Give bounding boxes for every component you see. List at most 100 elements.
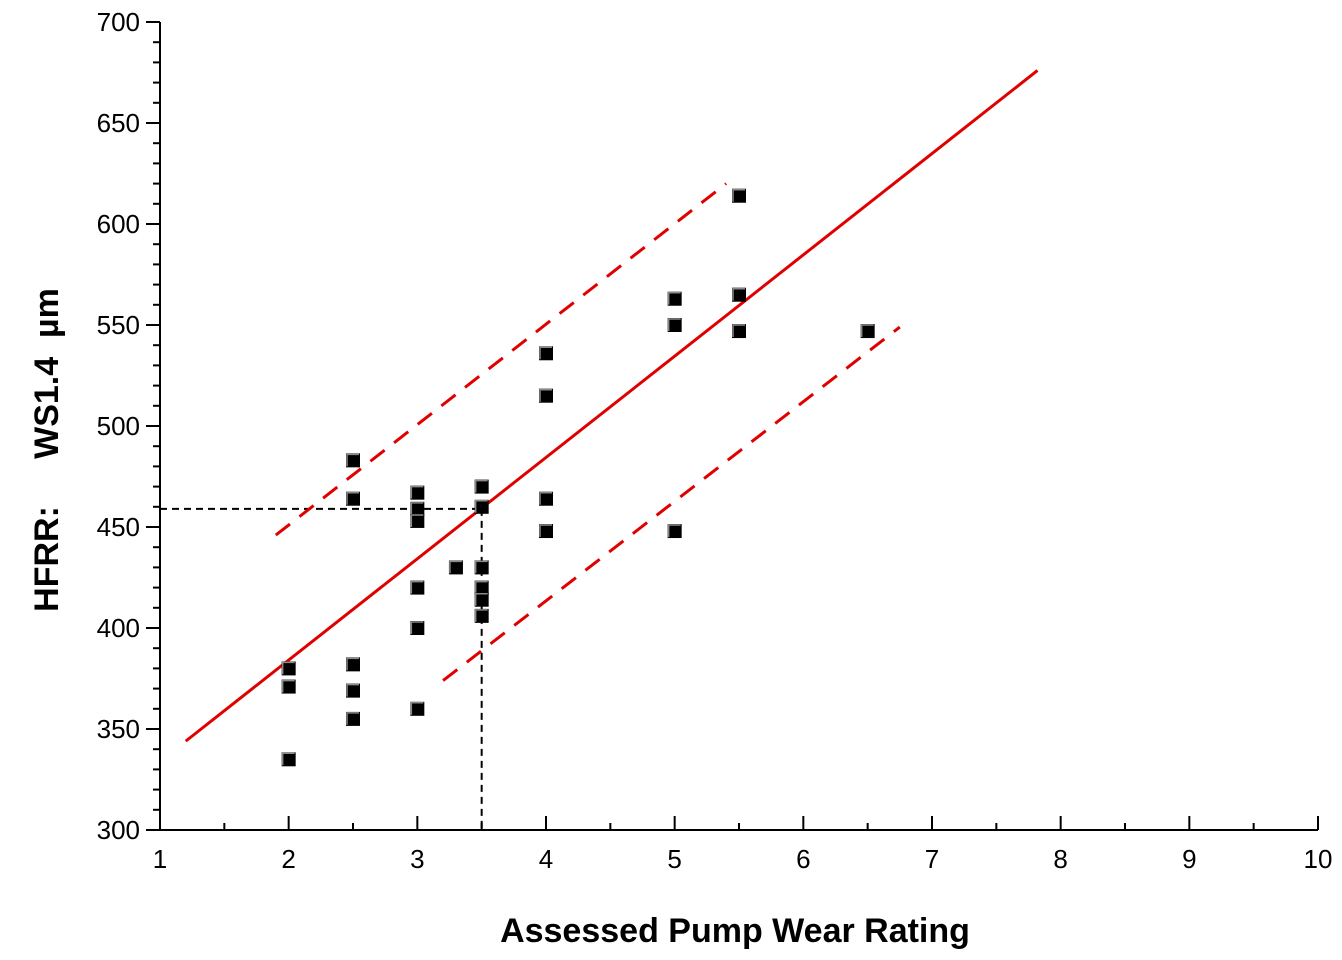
data-point-marker bbox=[474, 499, 489, 514]
data-point-highlight bbox=[410, 621, 424, 634]
axes bbox=[146, 21, 1319, 831]
data-point bbox=[860, 324, 875, 339]
data-point-marker bbox=[410, 485, 425, 500]
data-point-highlight bbox=[539, 491, 552, 505]
data-point-marker bbox=[860, 324, 875, 339]
upper-bound-line bbox=[274, 182, 728, 537]
y-tick-label: 550 bbox=[97, 310, 140, 340]
data-point-highlight bbox=[281, 752, 295, 766]
x-tick-label: 10 bbox=[1304, 844, 1333, 874]
y-tick-label: 400 bbox=[97, 613, 140, 643]
data-point bbox=[281, 661, 296, 676]
data-point bbox=[410, 513, 425, 528]
y-tick-label: 600 bbox=[97, 209, 140, 239]
data-point-marker bbox=[281, 752, 296, 767]
data-point-marker bbox=[732, 324, 746, 339]
confidence-bounds bbox=[274, 182, 901, 682]
data-point bbox=[346, 683, 360, 698]
data-points bbox=[281, 188, 875, 767]
data-point bbox=[474, 608, 489, 623]
reference-lines bbox=[160, 507, 483, 830]
data-point bbox=[732, 324, 746, 339]
data-point bbox=[410, 701, 425, 716]
x-tick-label: 3 bbox=[410, 844, 424, 874]
data-point-highlight bbox=[474, 609, 488, 622]
data-point-marker bbox=[410, 701, 425, 716]
data-point bbox=[667, 318, 682, 332]
data-point-marker bbox=[346, 683, 360, 698]
data-point-highlight bbox=[410, 485, 424, 499]
data-point-highlight bbox=[474, 500, 488, 513]
data-point-marker bbox=[539, 388, 553, 403]
y-tick-label: 500 bbox=[97, 411, 140, 441]
data-point-highlight bbox=[474, 479, 488, 493]
data-point-highlight bbox=[410, 502, 424, 515]
x-tick-label: 4 bbox=[539, 844, 553, 874]
data-point bbox=[667, 291, 682, 306]
data-point-marker bbox=[667, 291, 682, 306]
data-point-marker bbox=[410, 513, 425, 528]
data-point-marker bbox=[474, 560, 489, 575]
data-point-marker bbox=[474, 592, 489, 607]
data-point-marker bbox=[474, 479, 489, 494]
data-point-highlight bbox=[732, 287, 745, 301]
data-point bbox=[474, 580, 489, 595]
data-point bbox=[539, 346, 553, 361]
data-point-highlight bbox=[410, 580, 424, 594]
data-point-highlight bbox=[732, 188, 745, 202]
data-point-marker bbox=[448, 560, 463, 575]
data-point-marker bbox=[281, 679, 296, 694]
data-point bbox=[474, 592, 489, 607]
tick-labels: 1 2 3 4 5 6 7 8 9 10 300 350 400 450 500 550 600 650 700 bbox=[97, 7, 1333, 874]
data-point bbox=[448, 560, 463, 575]
data-point-marker bbox=[732, 287, 746, 302]
data-point-highlight bbox=[539, 346, 552, 360]
data-point-marker bbox=[346, 711, 360, 726]
data-point-highlight bbox=[410, 514, 424, 527]
data-point-highlight bbox=[449, 560, 462, 574]
data-point-marker bbox=[539, 491, 553, 506]
y-tick-label: 350 bbox=[97, 714, 140, 744]
fit-line bbox=[184, 69, 1039, 743]
data-point-highlight bbox=[474, 592, 488, 606]
data-point-marker bbox=[281, 661, 296, 676]
data-point-marker bbox=[346, 453, 360, 468]
data-point-marker bbox=[410, 621, 425, 635]
y-tick-label: 450 bbox=[97, 512, 140, 542]
data-point-marker bbox=[539, 524, 553, 539]
data-point-highlight bbox=[474, 580, 488, 594]
data-point bbox=[281, 752, 296, 767]
data-point-highlight bbox=[346, 453, 359, 467]
data-point-marker bbox=[667, 318, 682, 332]
data-point bbox=[410, 501, 425, 516]
data-point-marker bbox=[539, 346, 553, 361]
data-point bbox=[410, 485, 425, 500]
data-point bbox=[346, 657, 360, 672]
data-point-marker bbox=[474, 608, 489, 623]
y-axis-title: HFRR: WS1.4 µm bbox=[28, 288, 66, 612]
data-point-highlight bbox=[667, 291, 681, 305]
data-point-marker bbox=[346, 657, 360, 672]
data-point-highlight bbox=[410, 702, 424, 715]
data-point bbox=[410, 580, 425, 595]
y-tick-label: 650 bbox=[97, 108, 140, 138]
data-point-marker bbox=[732, 188, 746, 203]
data-point-marker bbox=[346, 491, 360, 506]
data-point bbox=[732, 188, 746, 203]
data-point-highlight bbox=[667, 524, 681, 538]
data-point-highlight bbox=[667, 318, 681, 331]
y-tick-label: 700 bbox=[97, 7, 140, 37]
data-point-highlight bbox=[539, 524, 552, 538]
x-tick-label: 6 bbox=[796, 844, 810, 874]
data-point bbox=[732, 287, 746, 302]
x-tick-label: 7 bbox=[925, 844, 939, 874]
data-point-highlight bbox=[346, 491, 359, 505]
x-tick-label: 5 bbox=[667, 844, 681, 874]
data-point bbox=[474, 560, 489, 575]
data-point bbox=[346, 453, 360, 468]
data-point-marker bbox=[410, 580, 425, 595]
x-axis-title: Assessed Pump Wear Rating bbox=[500, 912, 970, 950]
data-point-highlight bbox=[474, 560, 488, 574]
x-tick-label: 8 bbox=[1053, 844, 1067, 874]
data-point-marker bbox=[410, 501, 425, 516]
